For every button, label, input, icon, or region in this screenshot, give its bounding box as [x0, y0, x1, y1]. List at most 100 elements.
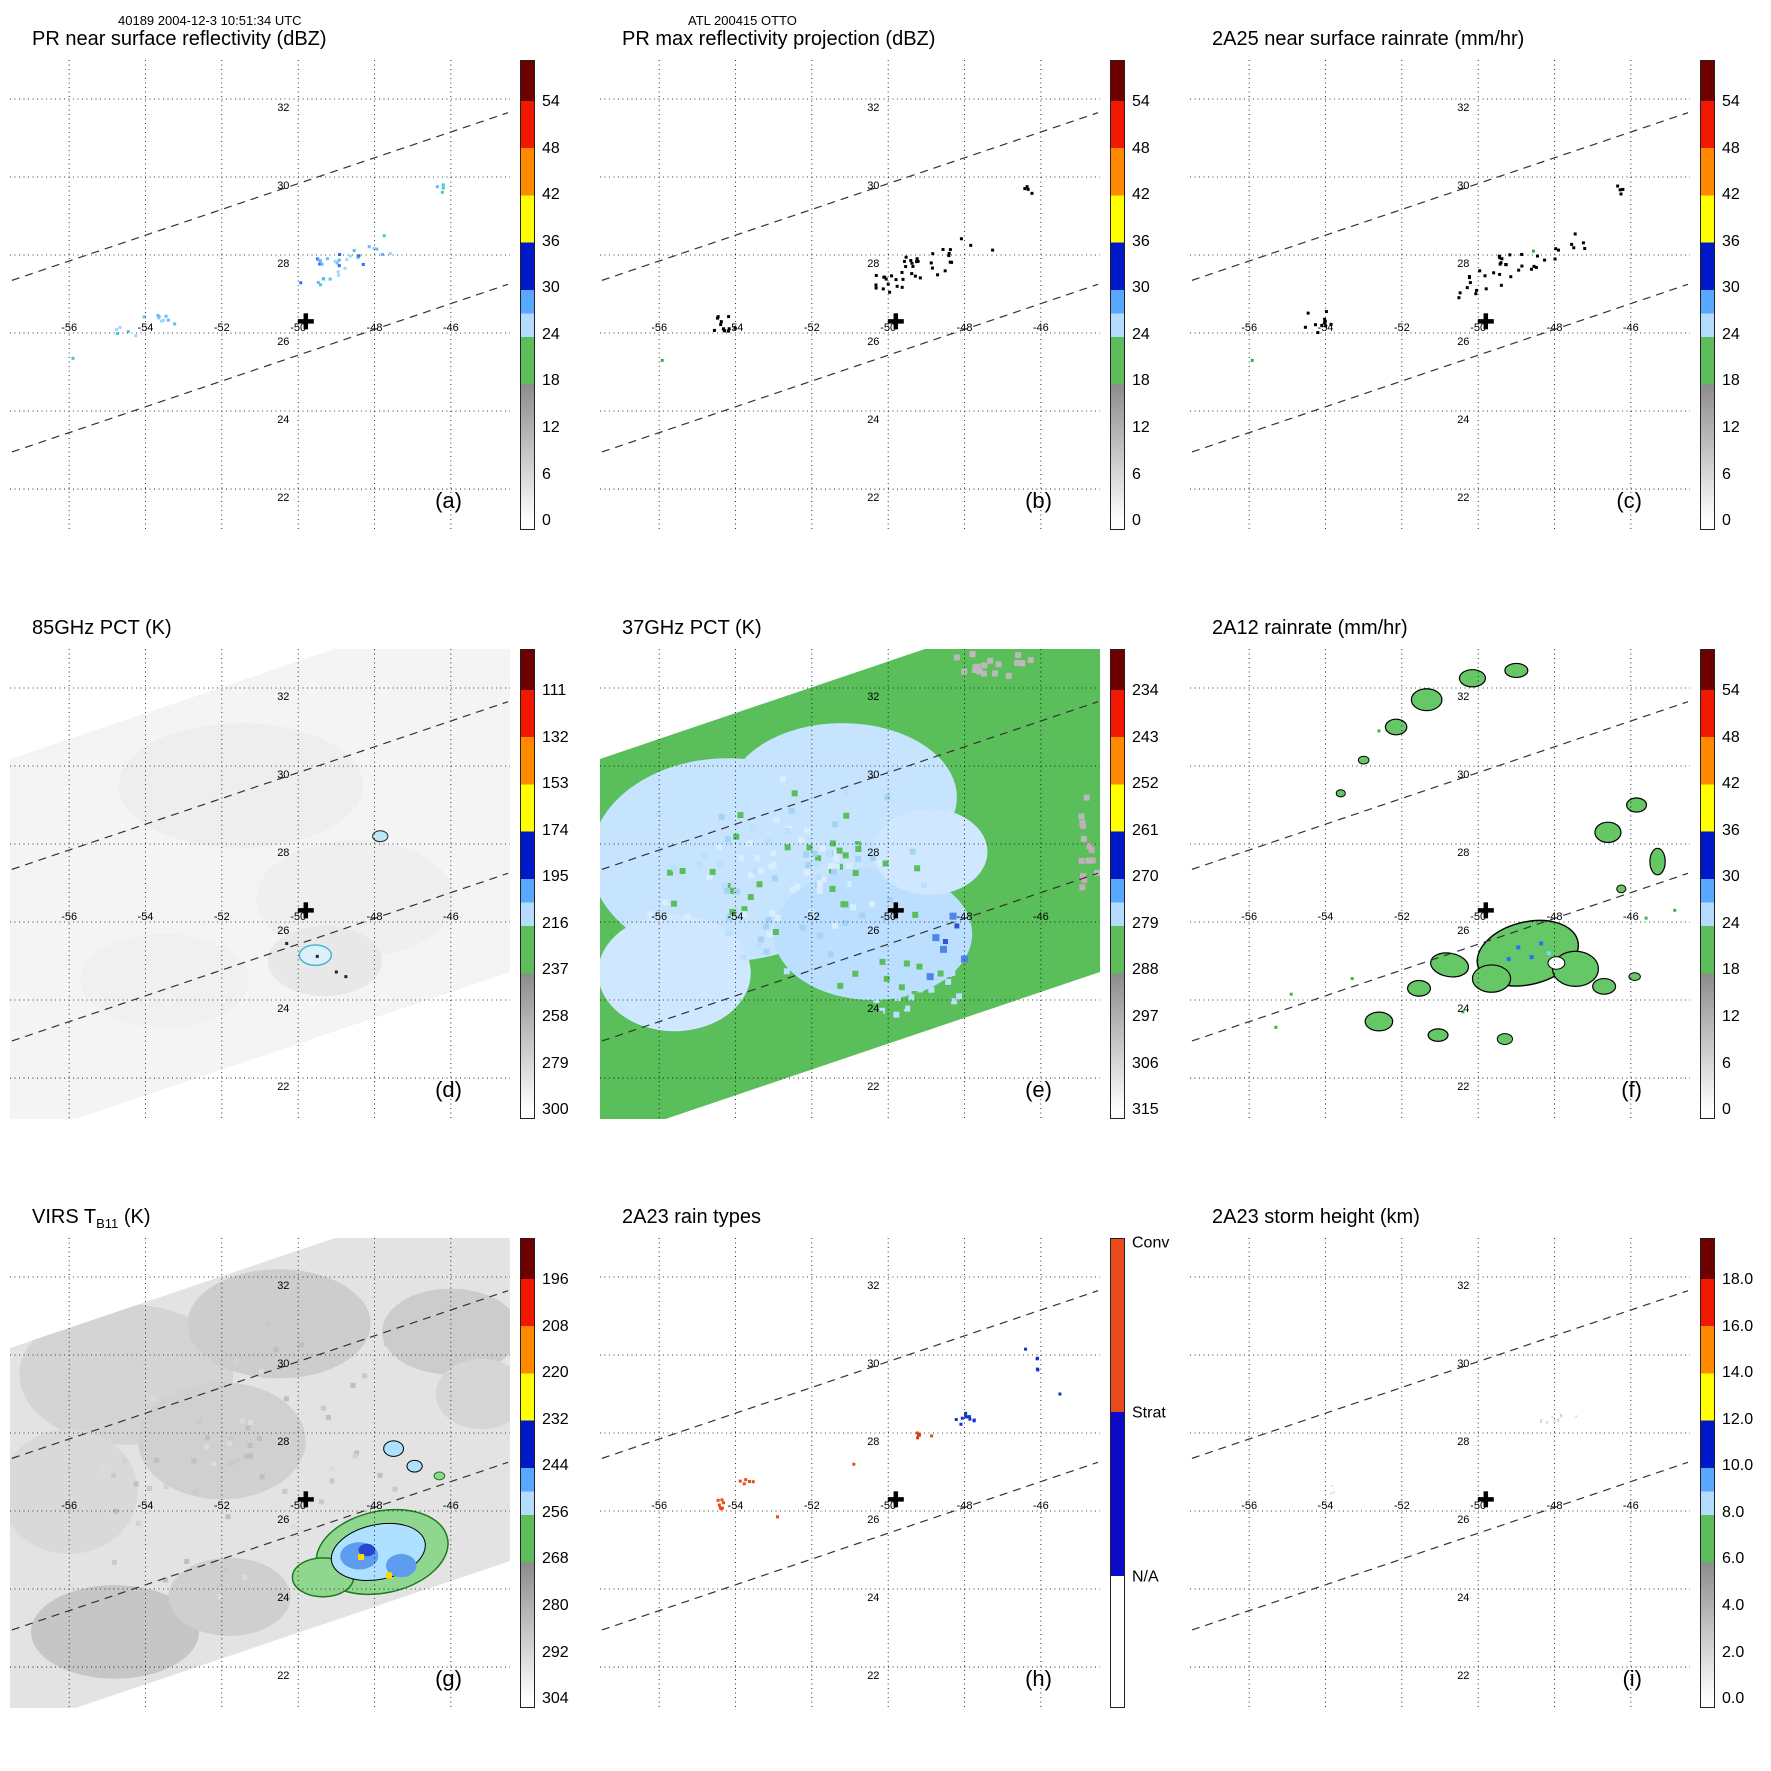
panel-title-text: 2A23 rain types — [622, 1206, 761, 1228]
storm-center-marker — [887, 902, 904, 919]
data-speckle — [354, 1450, 360, 1456]
lon-label: -50 — [290, 322, 306, 334]
colorbar-tick: 4.0 — [1722, 1597, 1745, 1614]
data-speckle — [253, 1471, 259, 1477]
data-blob — [1594, 821, 1622, 844]
data-speckle — [874, 273, 878, 277]
data-speckle — [721, 327, 725, 331]
data-speckle — [1498, 256, 1502, 260]
data-speckle — [810, 917, 817, 924]
data-speckle — [833, 863, 840, 870]
data-speckle — [783, 968, 790, 975]
grid-lines — [1190, 1238, 1690, 1708]
lat-label: 28 — [867, 258, 879, 270]
data-speckle — [337, 264, 341, 268]
lat-label: 30 — [867, 1358, 879, 1370]
data-speckle — [1500, 257, 1504, 261]
colorbar-tick: 18.0 — [1722, 1271, 1754, 1289]
axis-labels: -56 -54 -52 -50 -48 -46 22 24 26 28 30 32 — [1241, 102, 1639, 504]
lon-label: -46 — [1033, 1500, 1049, 1512]
colorbar-tick: 268 — [542, 1550, 569, 1568]
data-speckle — [248, 1453, 254, 1459]
colorbar-tick: 24 — [542, 325, 560, 343]
data-dot — [1350, 977, 1354, 981]
lat-label: 22 — [277, 492, 289, 504]
data-speckle — [832, 922, 839, 929]
lat-label: 28 — [1457, 847, 1469, 859]
colorbar-tick: 6 — [542, 465, 551, 483]
colorbar-tick: 24 — [1722, 325, 1740, 343]
colorbar-tick: 195 — [542, 868, 569, 886]
data-speckle — [721, 1501, 725, 1505]
colorbar-tick: 12 — [1722, 1008, 1740, 1025]
lat-label: 30 — [277, 769, 289, 781]
swath-edge-lines — [1191, 1290, 1689, 1631]
data-speckle — [828, 951, 835, 958]
data-speckle — [1556, 248, 1560, 252]
data-speckle — [969, 243, 973, 247]
data-speckle — [757, 936, 764, 943]
data-speckle — [815, 855, 822, 862]
data-speckle — [946, 970, 953, 977]
storm-center-marker — [1477, 1491, 1494, 1508]
data-speckle — [1532, 264, 1536, 268]
data-dot — [1461, 1010, 1465, 1014]
data-speckle — [204, 1434, 210, 1440]
data-speckle — [229, 1460, 235, 1466]
panel-letter: (g) — [435, 1666, 462, 1691]
data-speckle — [706, 874, 713, 881]
lat-label: 22 — [277, 1081, 289, 1093]
data-blob — [1471, 964, 1512, 993]
lat-label: 26 — [277, 336, 289, 348]
data-speckle — [1575, 1415, 1578, 1418]
data-speckle — [816, 932, 823, 939]
data-speckle — [325, 257, 329, 261]
data-speckle — [964, 1414, 968, 1418]
data-speckle — [239, 1418, 245, 1424]
data-dot — [358, 1554, 365, 1561]
panel-title-b: PR max reflectivity projection (dBZ) — [622, 28, 935, 51]
data-speckle — [1499, 283, 1503, 287]
data-speckle — [850, 904, 857, 911]
data-dot — [1532, 249, 1536, 253]
data-speckle — [904, 255, 908, 259]
data-speckle — [765, 837, 772, 844]
data-speckle — [1027, 657, 1034, 664]
data-speckle — [981, 662, 988, 669]
lat-label: 32 — [277, 1280, 289, 1292]
swath-edge-lines — [1191, 112, 1689, 453]
data-speckle — [774, 915, 781, 922]
data-speckle — [918, 1024, 925, 1031]
lon-label: -52 — [804, 1500, 820, 1512]
data-speckle — [953, 654, 960, 661]
map-a: -56 -54 -52 -50 -48 -46 22 24 26 28 30 32 (a) — [10, 60, 510, 530]
lat-label: 22 — [1457, 492, 1469, 504]
lon-label: -56 — [651, 322, 667, 334]
data-speckle — [915, 260, 919, 264]
data-speckle — [911, 991, 918, 998]
grid-lines — [600, 60, 1100, 530]
data-blob — [372, 830, 389, 843]
data-speckle — [940, 1005, 947, 1012]
data-speckle — [905, 973, 912, 980]
axis-labels: -56 -54 -52 -50 -48 -46 22 24 26 28 30 32 — [61, 1280, 459, 1682]
data-speckle — [264, 1322, 270, 1328]
data-speckle — [1088, 847, 1095, 854]
data-speckle — [718, 813, 725, 820]
colorbar-tick: 258 — [542, 1008, 569, 1025]
colorbar-tick: 220 — [542, 1364, 569, 1382]
data-speckle — [726, 914, 733, 921]
data-speckle — [870, 854, 877, 861]
data-speckle — [911, 264, 915, 268]
data-speckle — [1080, 835, 1087, 842]
data-speckle — [318, 1499, 324, 1505]
storm-center-marker — [297, 313, 314, 330]
lat-label: 32 — [867, 1280, 879, 1292]
data-speckle — [855, 846, 862, 853]
colorbar-g — [520, 1238, 535, 1708]
lat-label: 26 — [277, 925, 289, 937]
data-speckle — [375, 247, 379, 251]
data-speckle — [1475, 288, 1479, 292]
data-speckle — [388, 251, 392, 255]
colorbar-tick: 153 — [542, 775, 569, 793]
